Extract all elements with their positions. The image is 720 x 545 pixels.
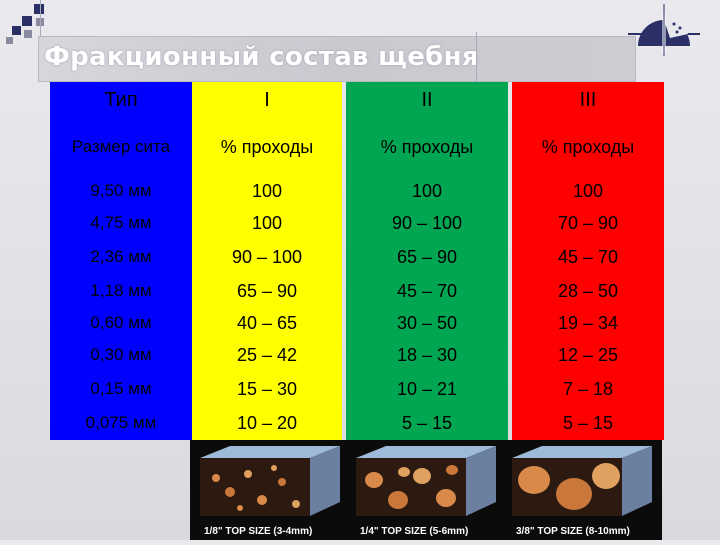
sieve-size-cell: 0,30 мм [50, 338, 192, 372]
table-row: 9,50 мм 100 100 100 [50, 176, 664, 206]
pass-type-II-cell: 45 – 70 [346, 274, 508, 308]
header-type-III: III [512, 82, 664, 118]
title-bar [38, 36, 636, 82]
pass-type-I-cell: 65 – 90 [192, 274, 342, 308]
pass-type-II-cell: 90 – 100 [346, 206, 508, 240]
pass-type-III-cell: 70 – 90 [512, 206, 664, 240]
subheader-pass: % проходы [346, 118, 508, 176]
caption-fine: 1/8" TOP SIZE (3-4mm) [204, 526, 312, 537]
pass-type-II-cell: 100 [346, 176, 508, 206]
sample-coarse: 3/8" TOP SIZE (8-10mm) [512, 446, 652, 537]
sieve-size-cell: 4,75 мм [50, 206, 192, 240]
logo-icon [628, 4, 700, 56]
pass-type-III-cell: 5 – 15 [512, 406, 664, 440]
sieve-size-cell: 1,18 мм [50, 274, 192, 308]
table-row: 4,75 мм 100 90 – 100 70 – 90 [50, 206, 664, 240]
sieve-size-cell: 2,36 мм [50, 240, 192, 274]
pass-type-I-cell: 100 [192, 206, 342, 240]
pass-type-II-cell: 5 – 15 [346, 406, 508, 440]
sample-fine: 1/8" TOP SIZE (3-4mm) [200, 446, 340, 537]
pass-type-III-cell: 100 [512, 176, 664, 206]
pass-type-III-cell: 28 – 50 [512, 274, 664, 308]
table-row: 1,18 мм 65 – 90 45 – 70 28 – 50 [50, 274, 664, 308]
caption-coarse: 3/8" TOP SIZE (8-10mm) [516, 526, 630, 537]
pass-type-I-cell: 15 – 30 [192, 372, 342, 406]
subheader-pass: % проходы [512, 118, 664, 176]
pass-type-I-cell: 25 – 42 [192, 338, 342, 372]
table-row: 0,60 мм 40 – 65 30 – 50 19 – 34 [50, 308, 664, 338]
pass-type-I-cell: 100 [192, 176, 342, 206]
pass-type-I-cell: 40 – 65 [192, 308, 342, 338]
pass-type-III-cell: 19 – 34 [512, 308, 664, 338]
header-type-II: II [346, 82, 508, 118]
sieve-size-cell: 0,60 мм [50, 308, 192, 338]
sieve-size-cell: 0,075 мм [50, 406, 192, 440]
table-row: 0,075 мм 10 – 20 5 – 15 5 – 15 [50, 406, 664, 440]
sample-medium: 1/4" TOP SIZE (5-6mm) [356, 446, 496, 537]
pass-type-III-cell: 45 – 70 [512, 240, 664, 274]
aggregate-sample-photos: 1/8" TOP SIZE (3-4mm) 1/4" TOP SIZE (5-6… [190, 440, 662, 540]
pass-type-I-cell: 90 – 100 [192, 240, 342, 274]
table-subheader-row: Размер сита % проходы % проходы % проход… [50, 118, 664, 176]
pass-type-II-cell: 30 – 50 [346, 308, 508, 338]
subheader-pass: % проходы [192, 118, 342, 176]
header-type-I: I [192, 82, 342, 118]
sieve-size-cell: 9,50 мм [50, 176, 192, 206]
pass-type-II-cell: 18 – 30 [346, 338, 508, 372]
header-type: Тип [50, 82, 192, 118]
table-row: 2,36 мм 90 – 100 65 – 90 45 – 70 [50, 240, 664, 274]
pass-type-III-cell: 7 – 18 [512, 372, 664, 406]
table-row: 0,15 мм 15 – 30 10 – 21 7 – 18 [50, 372, 664, 406]
pass-type-I-cell: 10 – 20 [192, 406, 342, 440]
table-header-row: Тип I II III [50, 82, 664, 118]
pass-type-II-cell: 10 – 21 [346, 372, 508, 406]
caption-medium: 1/4" TOP SIZE (5-6mm) [360, 526, 468, 537]
pass-type-III-cell: 12 – 25 [512, 338, 664, 372]
table-row: 0,30 мм 25 – 42 18 – 30 12 – 25 [50, 338, 664, 372]
gradation-table: Тип I II III Размер сита % проходы % про… [50, 82, 664, 440]
subheader-sieve-size: Размер сита [50, 118, 192, 176]
pass-type-II-cell: 65 – 90 [346, 240, 508, 274]
divider-line [476, 32, 477, 82]
slide-title: Фракционный состав щебня [44, 42, 479, 72]
divider-line [40, 0, 41, 36]
sieve-size-cell: 0,15 мм [50, 372, 192, 406]
